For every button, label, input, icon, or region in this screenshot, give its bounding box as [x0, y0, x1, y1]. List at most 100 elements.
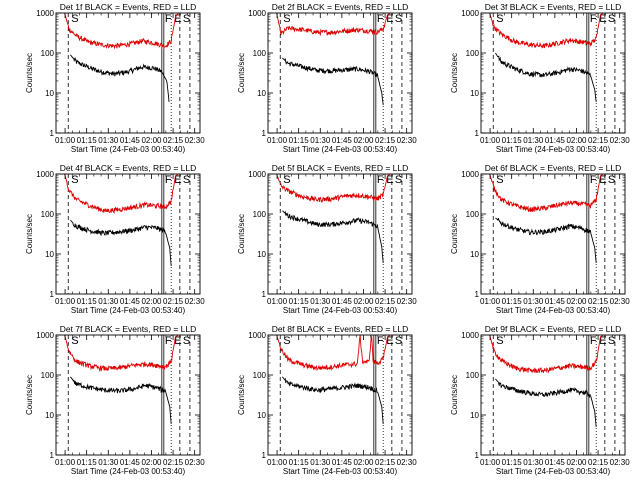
x-tick-label: 02:30: [610, 297, 631, 306]
flare-marker-label: F: [165, 174, 172, 186]
end-marker-label: E: [386, 174, 393, 186]
second-start-marker-label: S: [608, 335, 615, 347]
panel-title: Det 4f BLACK = Events, RED = LLD: [60, 163, 197, 173]
end-marker-label: E: [174, 13, 181, 25]
x-tick-label: 01:30: [523, 136, 544, 145]
x-tick-label: 01:45: [332, 297, 353, 306]
y-tick-label: 10: [470, 411, 479, 420]
y-axis-label: Counts/sec: [450, 214, 459, 254]
x-tick-label: 02:00: [353, 458, 374, 467]
second-start-marker-label: S: [395, 335, 402, 347]
y-tick-label: 1: [50, 129, 55, 138]
y-tick-label: 1000: [36, 9, 54, 18]
x-axis-label: Start Time (24-Feb-03 00:53:40): [283, 145, 398, 154]
x-tick-label: 02:15: [588, 136, 609, 145]
start-marker-label: S: [71, 13, 78, 25]
y-tick-label: 10: [257, 89, 266, 98]
lld-series-line: [489, 12, 604, 49]
x-tick-label: 01:15: [77, 458, 98, 467]
flare-marker-label: F: [165, 335, 172, 347]
plot-frame: [55, 334, 201, 456]
plot-frame: [480, 334, 626, 456]
flare-marker-label: F: [165, 13, 172, 25]
second-start-marker-label: S: [608, 13, 615, 25]
x-tick-label: 02:00: [566, 136, 587, 145]
x-tick-label: 01:45: [545, 136, 566, 145]
events-series-line: [495, 378, 597, 428]
x-tick-label: 01:30: [98, 297, 119, 306]
x-tick-label: 01:00: [55, 136, 76, 145]
y-tick-label: 100: [41, 371, 55, 380]
x-tick-label: 02:00: [353, 297, 374, 306]
events-series-line: [70, 54, 170, 102]
x-tick-label: 02:30: [397, 458, 418, 467]
x-tick-label: 02:30: [185, 136, 206, 145]
x-tick-label: 02:15: [375, 297, 396, 306]
x-tick-label: 01:45: [545, 458, 566, 467]
x-tick-label: 01:45: [332, 136, 353, 145]
x-tick-label: 01:15: [289, 458, 310, 467]
start-marker-label: S: [496, 174, 503, 186]
y-tick-label: 100: [466, 371, 480, 380]
second-start-marker-label: S: [183, 335, 190, 347]
y-tick-label: 1000: [36, 331, 54, 340]
x-tick-label: 01:15: [502, 458, 523, 467]
y-axis-label: Counts/sec: [25, 53, 34, 93]
x-tick-label: 01:00: [55, 297, 76, 306]
flare-marker-label: F: [590, 13, 597, 25]
panel-title: Det 2f BLACK = Events, RED = LLD: [272, 2, 409, 12]
x-tick-label: 01:45: [120, 136, 141, 145]
start-marker-label: S: [71, 174, 78, 186]
flare-marker-label: F: [377, 335, 384, 347]
x-axis-label: Start Time (24-Feb-03 00:53:40): [283, 306, 398, 315]
x-tick-label: 02:00: [141, 136, 162, 145]
x-tick-label: 02:00: [141, 297, 162, 306]
plot-frame: [480, 173, 626, 295]
y-axis-label: Counts/sec: [450, 53, 459, 93]
lld-series-line: [489, 334, 604, 374]
start-marker-label: S: [283, 335, 290, 347]
events-series-line: [70, 219, 172, 267]
y-tick-label: 1000: [36, 170, 54, 179]
second-start-marker-label: S: [608, 174, 615, 186]
start-marker-label: S: [496, 335, 503, 347]
x-axis-label: Start Time (24-Feb-03 00:53:40): [496, 306, 611, 315]
x-tick-label: 02:15: [375, 136, 396, 145]
x-tick-label: 02:15: [163, 297, 184, 306]
end-marker-label: E: [386, 335, 393, 347]
panel-title: Det 6f BLACK = Events, RED = LLD: [485, 163, 622, 173]
x-tick-label: 02:30: [397, 136, 418, 145]
x-axis-label: Start Time (24-Feb-03 00:53:40): [71, 467, 186, 476]
y-axis-label: Counts/sec: [25, 375, 34, 415]
y-tick-label: 1: [262, 451, 267, 460]
panel-title: Det 3f BLACK = Events, RED = LLD: [485, 2, 622, 12]
y-tick-label: 10: [257, 411, 266, 420]
start-marker-label: S: [283, 13, 290, 25]
y-tick-label: 10: [45, 411, 54, 420]
lld-series-line: [64, 12, 179, 50]
y-axis-label: Counts/sec: [25, 214, 34, 254]
lld-series-line: [276, 12, 391, 37]
y-tick-label: 1000: [461, 9, 479, 18]
flare-marker-label: F: [590, 174, 597, 186]
end-marker-label: E: [174, 174, 181, 186]
x-axis-label: Start Time (24-Feb-03 00:53:40): [71, 306, 186, 315]
x-axis-label: Start Time (24-Feb-03 00:53:40): [496, 467, 611, 476]
y-tick-label: 1: [262, 129, 267, 138]
x-tick-label: 01:45: [120, 297, 141, 306]
y-tick-label: 100: [466, 210, 480, 219]
y-tick-label: 1: [475, 290, 480, 299]
x-tick-label: 01:15: [502, 136, 523, 145]
x-tick-label: 02:15: [588, 297, 609, 306]
flare-marker-label: F: [590, 335, 597, 347]
second-start-marker-label: S: [395, 13, 402, 25]
events-series-line: [282, 57, 384, 106]
lld-series-line: [276, 173, 391, 204]
y-tick-label: 100: [253, 49, 267, 58]
y-tick-label: 1000: [248, 170, 266, 179]
